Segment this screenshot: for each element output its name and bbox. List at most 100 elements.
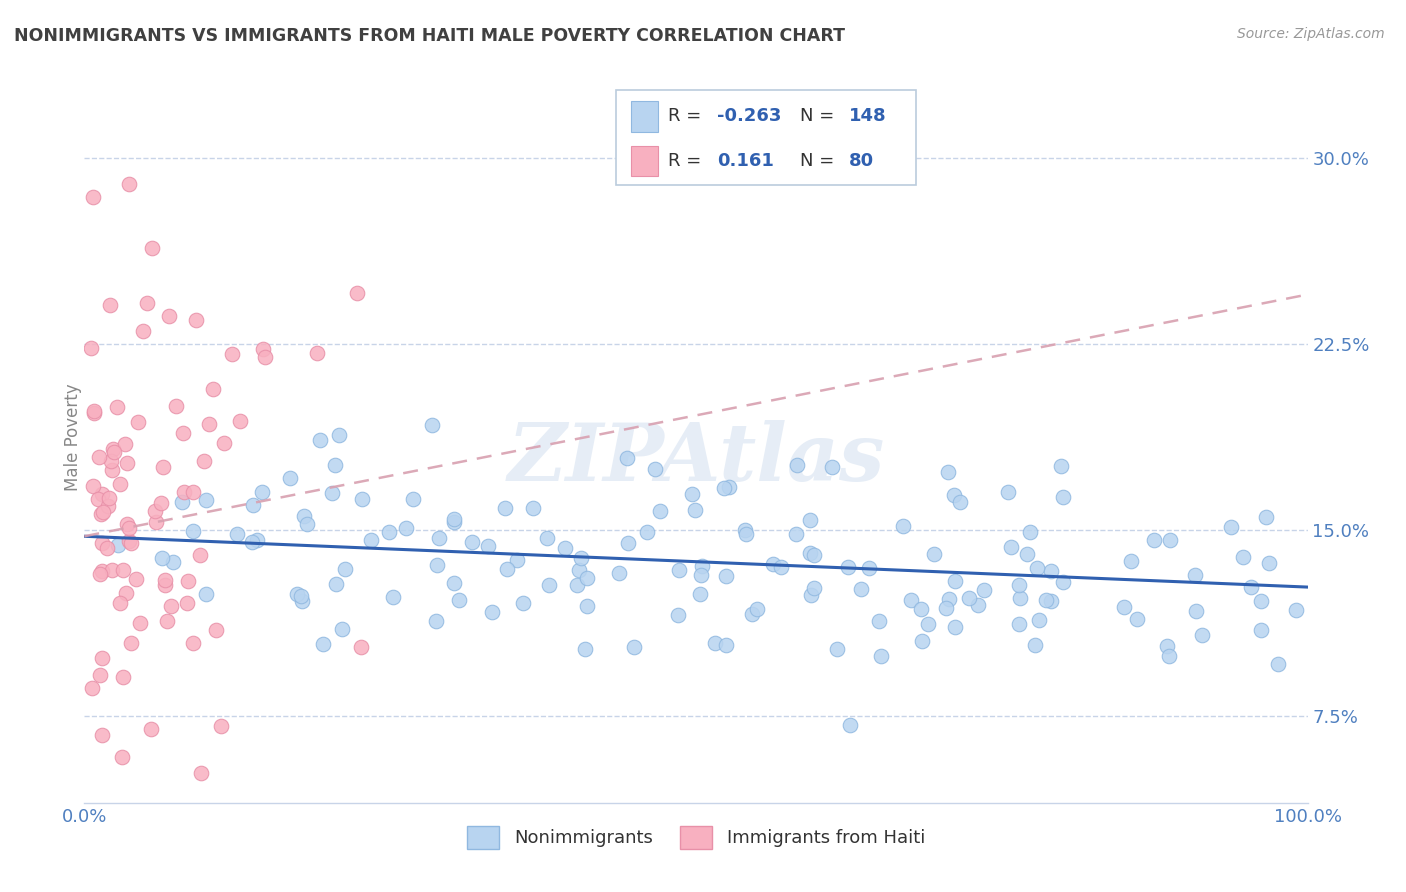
Point <box>717 480 740 494</box>
Point <box>150 550 173 565</box>
Point <box>1040 594 1063 608</box>
Point <box>177 574 200 588</box>
Point <box>111 750 134 764</box>
Point <box>212 435 235 450</box>
Point <box>636 524 658 539</box>
Point <box>461 534 484 549</box>
Point <box>1267 657 1289 672</box>
Text: NONIMMIGRANTS VS IMMIGRANTS FROM HAITI MALE POVERTY CORRELATION CHART: NONIMMIGRANTS VS IMMIGRANTS FROM HAITI M… <box>14 27 845 45</box>
Point <box>181 524 204 538</box>
Point <box>330 622 353 636</box>
Point <box>127 415 149 429</box>
Point <box>184 313 207 327</box>
Point <box>285 587 308 601</box>
Point <box>204 624 226 638</box>
Point <box>240 535 263 549</box>
Point <box>120 536 142 550</box>
Point <box>1143 533 1166 547</box>
Point <box>443 576 465 591</box>
Point <box>506 553 529 567</box>
Point <box>242 498 264 512</box>
Point <box>762 557 785 571</box>
Point <box>98 298 121 312</box>
Point <box>716 569 738 583</box>
Point <box>1028 613 1050 627</box>
Point <box>312 636 335 650</box>
Point <box>1035 593 1057 607</box>
Point <box>254 350 277 364</box>
Point <box>966 598 988 612</box>
Point <box>250 485 273 500</box>
Point <box>922 547 945 561</box>
Point <box>1258 556 1281 570</box>
Point <box>153 573 176 587</box>
Point <box>900 592 922 607</box>
Point <box>143 504 166 518</box>
Point <box>1015 547 1038 561</box>
Point <box>666 607 689 622</box>
Point <box>616 536 638 550</box>
Point <box>494 500 516 515</box>
Point <box>734 523 756 537</box>
Point <box>891 518 914 533</box>
Point <box>112 669 135 683</box>
Point <box>101 563 124 577</box>
Point <box>870 649 893 664</box>
Point <box>714 638 737 652</box>
Point <box>80 681 103 695</box>
Point <box>183 636 205 650</box>
Point <box>96 541 118 556</box>
Point <box>115 516 138 531</box>
Point <box>117 521 139 535</box>
Text: 0.161: 0.161 <box>717 152 773 170</box>
Point <box>935 601 957 615</box>
Point <box>120 636 142 650</box>
Point <box>105 400 128 414</box>
Point <box>576 571 599 585</box>
Point <box>623 640 645 654</box>
Point <box>90 507 112 521</box>
Point <box>741 607 763 622</box>
Point <box>536 531 558 545</box>
Point <box>87 491 110 506</box>
Text: -0.263: -0.263 <box>717 107 782 125</box>
Point <box>1156 639 1178 653</box>
Point <box>226 527 249 541</box>
Point <box>91 564 114 578</box>
Point <box>496 562 519 576</box>
Point <box>202 382 225 396</box>
Point <box>685 502 707 516</box>
Point <box>574 642 596 657</box>
Text: 148: 148 <box>849 107 887 125</box>
Point <box>704 635 727 649</box>
Point <box>98 491 121 505</box>
Point <box>1026 561 1049 575</box>
Point <box>83 406 105 420</box>
Point <box>616 451 638 466</box>
Point <box>89 668 111 682</box>
Point <box>799 513 821 527</box>
Point <box>477 539 499 553</box>
Point <box>689 587 711 601</box>
Point <box>321 486 343 500</box>
Point <box>911 634 934 648</box>
Point <box>156 614 179 628</box>
Point <box>246 533 269 547</box>
Point <box>176 596 198 610</box>
Point <box>443 512 465 526</box>
Point <box>868 614 890 628</box>
Point <box>91 487 114 501</box>
Point <box>1184 604 1206 618</box>
Point <box>402 492 425 507</box>
Point <box>1008 591 1031 605</box>
Point <box>117 177 139 191</box>
Point <box>221 347 243 361</box>
Point <box>1250 593 1272 607</box>
Point <box>449 592 471 607</box>
Point <box>141 722 163 736</box>
Point <box>252 342 274 356</box>
Point <box>973 583 995 598</box>
Point <box>481 605 503 619</box>
Point <box>135 296 157 310</box>
Point <box>172 425 194 440</box>
